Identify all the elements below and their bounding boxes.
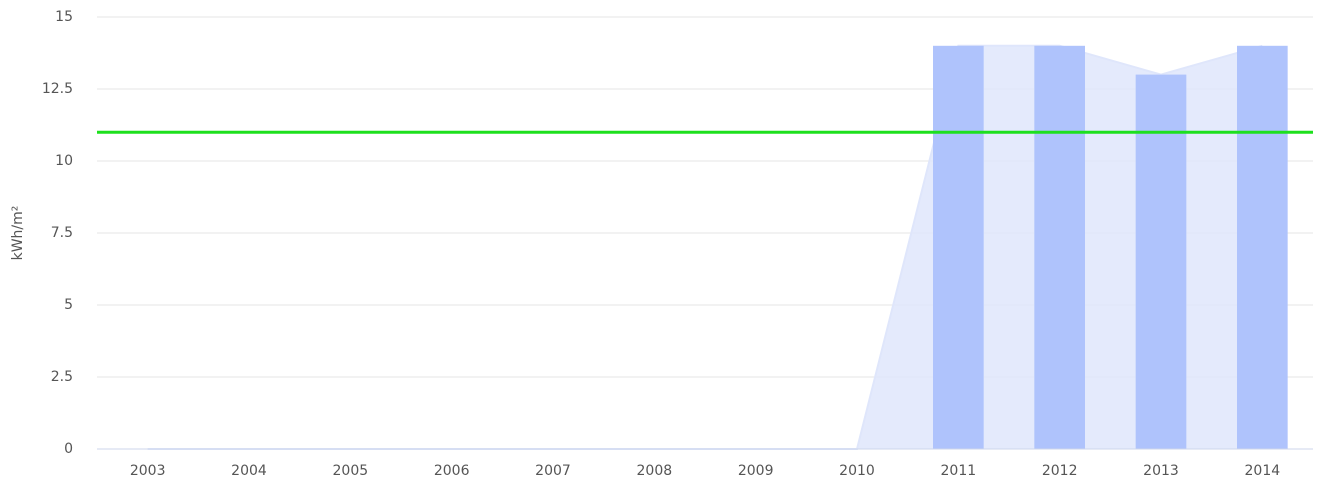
y-tick-label: 0	[64, 441, 73, 457]
x-tick-label: 2005	[333, 463, 369, 479]
y-tick-label: 2.5	[51, 369, 73, 385]
x-tick-label: 2014	[1245, 463, 1281, 479]
y-axis-label: kWh/m²	[10, 206, 26, 261]
x-tick-label: 2010	[839, 463, 875, 479]
x-tick-label: 2011	[941, 463, 977, 479]
y-tick-label: 12.5	[42, 81, 73, 97]
bar	[1237, 45, 1288, 450]
x-tick-label: 2012	[1042, 463, 1078, 479]
bar	[1034, 45, 1085, 450]
y-tick-label: 5	[64, 297, 73, 313]
x-tick-label: 2004	[231, 463, 267, 479]
x-tick-label: 2013	[1143, 463, 1179, 479]
bar	[1135, 74, 1187, 449]
y-tick-label: 15	[55, 9, 73, 25]
x-tick-label: 2009	[738, 463, 774, 479]
y-tick-label: 10	[55, 153, 73, 169]
y-tick-label: 7.5	[51, 225, 73, 241]
x-tick-label: 2008	[637, 463, 673, 479]
x-tick-label: 2003	[130, 463, 166, 479]
area-fill	[147, 45, 1263, 450]
x-tick-label: 2006	[434, 463, 470, 479]
x-tick-label: 2007	[535, 463, 571, 479]
bar	[933, 45, 984, 450]
